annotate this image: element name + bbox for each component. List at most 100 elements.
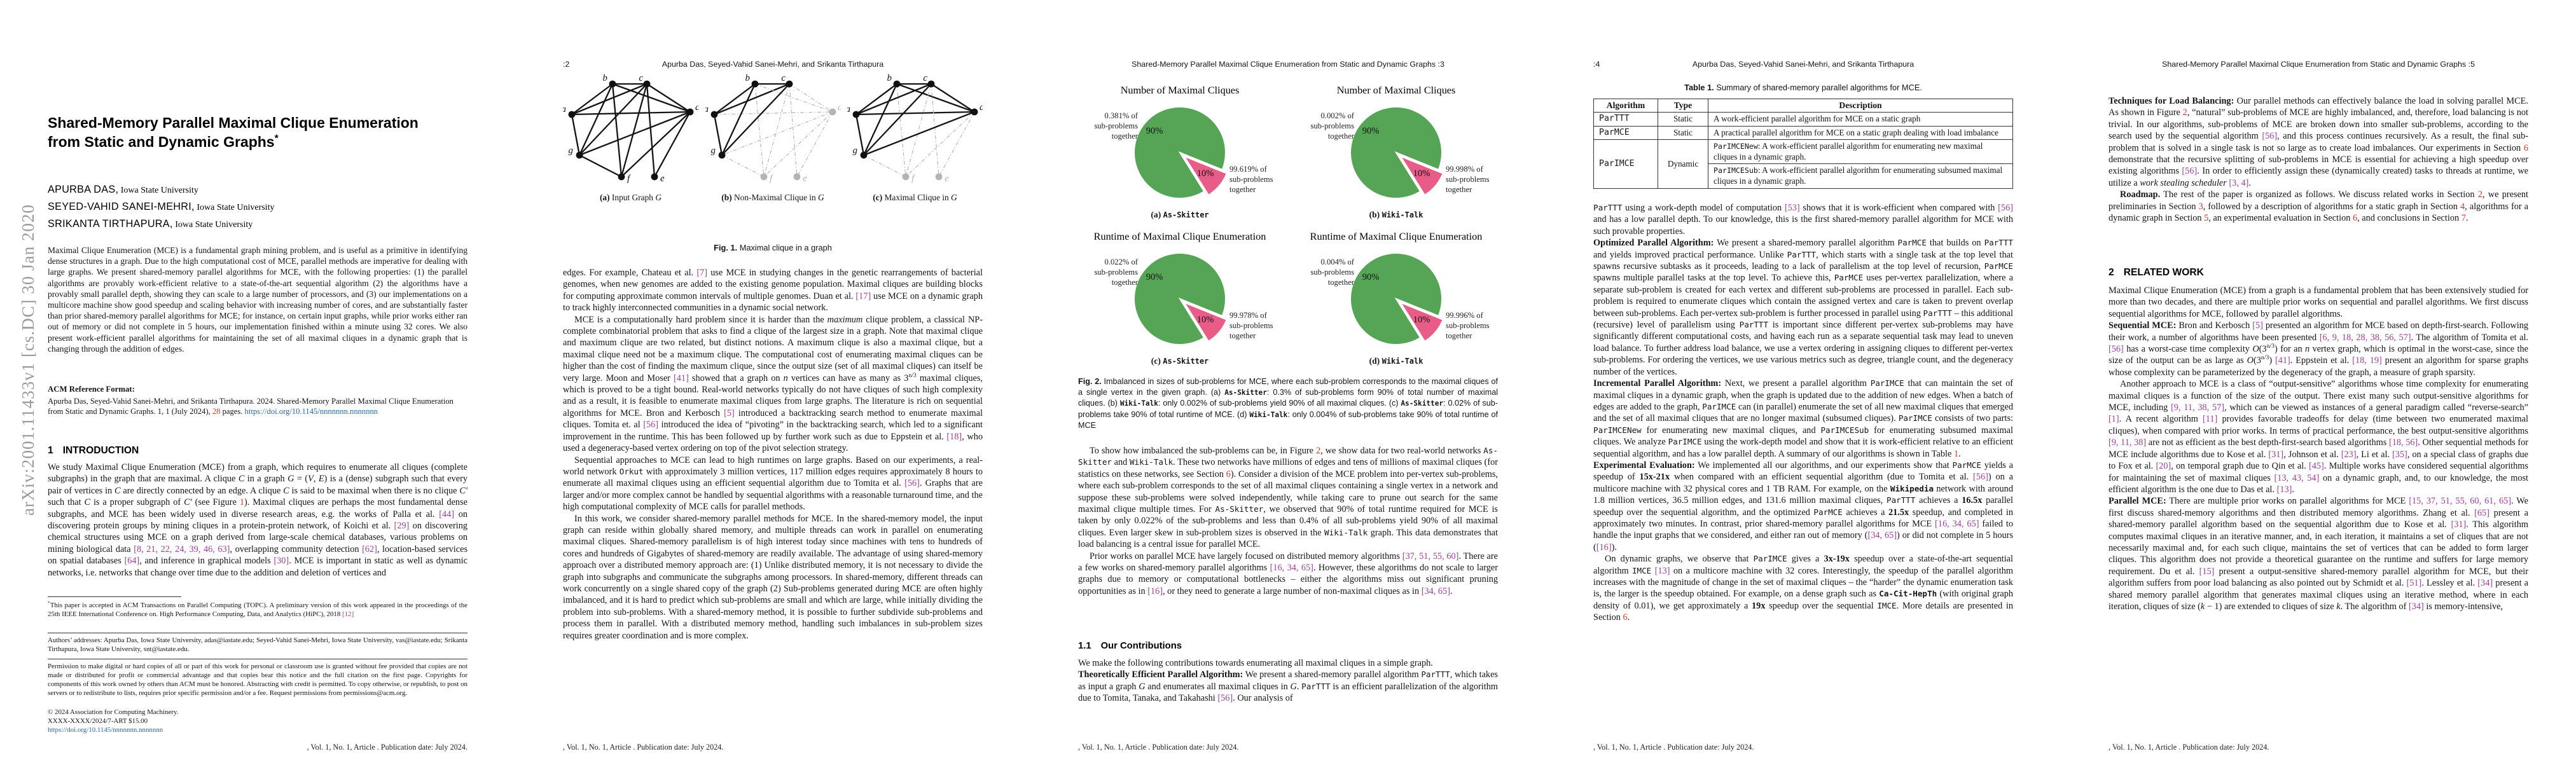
- section-heading-introduction: 1 INTRODUCTION: [48, 445, 467, 457]
- pie-chart: 90% 10% 0.002% of sub-problems together 99.99…: [1294, 98, 1498, 207]
- page-1: arXiv:2001.11433v1 [cs.DC] 30 Jan 2020 S…: [0, 0, 515, 763]
- graph-edge: [796, 111, 833, 177]
- page-5: Shared-Memory Parallel Maximal Clique En…: [2061, 0, 2576, 763]
- paragraph: Incremental Parallel Algorithm: Next, we…: [1593, 378, 2013, 459]
- pie-title: Runtime of Maximal Clique Enumeration: [1310, 231, 1483, 242]
- graph-svg: a b c d g f e: [846, 73, 985, 184]
- paragraph: Experimental Evaluation: We implemented …: [1593, 460, 2013, 553]
- running-header: Shared-Memory Parallel Maximal Clique En…: [1078, 60, 1498, 69]
- graph-edge: [855, 111, 975, 116]
- body-text: ParTTT using a work-depth model of compu…: [1593, 202, 2013, 705]
- section-title: RELATED WORK: [2123, 267, 2204, 278]
- body-text: Techniques for Load Balancing: Our paral…: [2109, 95, 2528, 251]
- graph-node-label: d: [980, 102, 983, 113]
- graph-svg: a b c d g f e: [562, 73, 701, 184]
- graph-node: [618, 173, 625, 181]
- author-name: APURBA DAS,: [48, 184, 119, 195]
- pie-right-annotation: 99.978% of sub-problems together: [1229, 311, 1273, 340]
- paragraph: To show how imbalanced the sub-problems …: [1078, 446, 1498, 550]
- section-heading-related-work: 2 RELATED WORK: [2109, 267, 2528, 278]
- table-row: ParTTT Static A work-efficient parallel …: [1593, 112, 2013, 127]
- graph-edge: [578, 83, 614, 156]
- paragraph: Optimized Parallel Algorithm: We present…: [1593, 238, 2013, 377]
- pie-slice-label: 10%: [1413, 315, 1430, 325]
- author-row: SRIKANTA TIRTHAPURA, Iowa State Universi…: [48, 218, 467, 230]
- page-4: :4 Apurba Das, Seyed-Vahid Sanei-Mehri, …: [1546, 0, 2061, 763]
- graph-node-label: g: [853, 146, 858, 156]
- graph-edge: [763, 83, 790, 177]
- graph-edge: [579, 83, 647, 156]
- graph-edge: [579, 154, 622, 178]
- graph-node-label: b: [603, 74, 608, 83]
- graph-node: [786, 80, 793, 88]
- graph-edge: [620, 83, 648, 177]
- algorithm-cell: ParMCE: [1593, 125, 1658, 141]
- pie-title: Number of Maximal Cliques: [1336, 85, 1456, 96]
- acm-reference: Apurba Das, Seyed-Vahid Sanei-Mehri, and…: [48, 397, 454, 416]
- page-footer: , Vol. 1, No. 1, Article . Publication d…: [307, 743, 467, 752]
- pie-chart: 90% 10% 0.004% of sub-problems together 99.99…: [1294, 244, 1498, 354]
- pie-chart: 90% 10% 0.022% of sub-problems together 99.97…: [1078, 244, 1282, 354]
- pie-figure-b: Number of Maximal Cliques 90% 10% 0.002% of…: [1294, 83, 1498, 220]
- footnote-rule: [48, 596, 181, 597]
- subfigure-caption: (b) Non-Maximal Clique in G: [721, 193, 824, 202]
- running-header: Shared-Memory Parallel Maximal Clique En…: [2109, 60, 2528, 69]
- graph-edge: [571, 83, 613, 115]
- page-footer: , Vol. 1, No. 1, Article . Publication d…: [563, 743, 724, 752]
- graph-node: [710, 111, 717, 118]
- pie-svg: 90% 10%: [1133, 252, 1228, 345]
- graph-node: [902, 173, 910, 181]
- description-cell: A practical parallel algorithm for MCE o…: [1708, 125, 2013, 141]
- graph-edge: [713, 83, 756, 115]
- pie-slice-label: 90%: [1362, 126, 1380, 136]
- pie-figure-d: Runtime of Maximal Clique Enumeration 90%…: [1294, 229, 1498, 366]
- pie-slice-minority: [1182, 301, 1228, 343]
- description-cell: A work-efficient parallel algorithm for …: [1708, 112, 2013, 127]
- graph-node-label: g: [569, 146, 574, 156]
- abstract: Maximal Clique Enumeration (MCE) is a fu…: [48, 245, 467, 354]
- graph-node: [643, 80, 651, 88]
- body-text: edges. For example, Chateau et al. [7] u…: [563, 267, 983, 712]
- section-number: 1.1: [1078, 641, 1091, 651]
- graph-edge: [789, 83, 833, 113]
- graph-node: [927, 80, 935, 88]
- graph-edge: [571, 114, 581, 156]
- graph-node-label: c: [923, 74, 927, 83]
- section-number: 2: [2109, 267, 2114, 278]
- table-1-caption: Table 1. Summary of shared-memory parall…: [1684, 83, 1922, 92]
- doi-link[interactable]: https://doi.org/10.1145/nnnnnnn.nnnnnnn: [48, 726, 163, 734]
- graph-variant: a b c d g f e (c) Maximal Clique in G: [846, 73, 985, 203]
- graph-edge: [721, 111, 833, 156]
- pie-left-annotation: 0.381% of sub-problems together: [1094, 111, 1138, 141]
- graph-edge: [788, 83, 798, 177]
- paragraph: Prior works on parallel MCE have largely…: [1078, 551, 1498, 596]
- author-name: SRIKANTA TIRTHAPURA,: [48, 218, 173, 230]
- graph-edge: [714, 83, 789, 116]
- graph-node: [751, 80, 758, 88]
- section-heading-contributions: 1.1 Our Contributions: [1078, 641, 1498, 651]
- pie-slice-label: 10%: [1413, 168, 1430, 179]
- paragraph: We study Maximal Clique Enumeration (MCE…: [48, 462, 467, 578]
- graph-node-label: e: [945, 174, 949, 184]
- graph-edge: [714, 111, 833, 115]
- graph-node-label: e: [803, 174, 807, 184]
- graph-edge: [612, 83, 691, 113]
- paragraph: Maximal Clique Enumeration (MCE) from a …: [2109, 285, 2528, 319]
- graph-edge: [855, 83, 897, 115]
- section-title: Our Contributions: [1100, 641, 1182, 651]
- permission-statement: Permission to make digital or hard copie…: [48, 663, 467, 697]
- graph-edge: [653, 111, 691, 177]
- graph-node: [568, 111, 576, 118]
- pie-title: Number of Maximal Cliques: [1120, 85, 1240, 96]
- section-number: 1: [48, 445, 53, 456]
- page-footer: , Vol. 1, No. 1, Article . Publication d…: [1078, 743, 1239, 752]
- paragraph: In this work, we consider shared-memory …: [563, 513, 983, 641]
- running-title: Shared-Memory Parallel Maximal Clique En…: [1132, 60, 1444, 69]
- graph-edge: [863, 83, 932, 156]
- pie-slice-majority: [1133, 252, 1226, 345]
- type-cell: Dynamic: [1658, 139, 1708, 189]
- running-header: :4 Apurba Das, Seyed-Vahid Sanei-Mehri, …: [1593, 60, 2013, 69]
- pie-slice-minority: [1399, 155, 1444, 196]
- pie-left-annotation: 0.004% of sub-problems together: [1310, 258, 1354, 287]
- graph-edge: [896, 83, 975, 113]
